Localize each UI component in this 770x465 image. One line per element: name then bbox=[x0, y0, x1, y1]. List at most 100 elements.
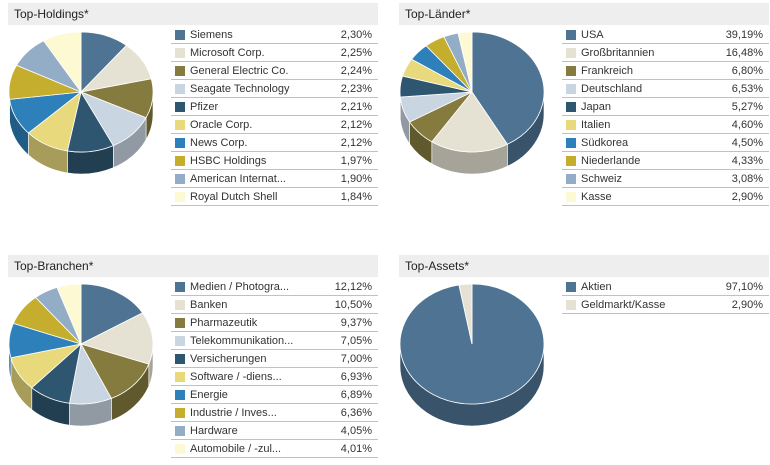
pie-top-layer bbox=[399, 31, 545, 153]
legend-label: Niederlande bbox=[581, 154, 641, 167]
legend-swatch bbox=[566, 155, 576, 166]
legend-value: 2,23% bbox=[340, 82, 372, 95]
legend-label: Software / -diens... bbox=[190, 370, 282, 383]
pie-chart-top-branchen bbox=[8, 283, 154, 427]
pie-slice bbox=[79, 312, 154, 365]
panel-top-holdings: Top-Holdings* Siemens 2,30% Microsoft Corp… bbox=[8, 3, 378, 218]
legend-item: American Internat... 1,90% bbox=[171, 170, 378, 188]
legend-item: Royal Dutch Shell 1,84% bbox=[171, 188, 378, 206]
legend-item: Italien 4,60% bbox=[562, 116, 769, 134]
legend-label: USA bbox=[581, 28, 604, 41]
legend-swatch bbox=[566, 281, 576, 292]
legend-label: Italien bbox=[581, 118, 611, 131]
legend-swatch bbox=[175, 389, 185, 400]
legend-item: General Electric Co. 2,24% bbox=[171, 62, 378, 80]
legend-swatch bbox=[175, 83, 185, 94]
legend-value: 97,10% bbox=[725, 280, 763, 293]
legend-value: 2,90% bbox=[731, 298, 763, 311]
legend-item: Seagate Technology 2,23% bbox=[171, 80, 378, 98]
legend-item: Siemens 2,30% bbox=[171, 26, 378, 44]
legend-value: 1,90% bbox=[340, 172, 372, 185]
legend-label: Banken bbox=[190, 298, 228, 311]
legend-swatch bbox=[566, 29, 576, 40]
legend-label: Pfizer bbox=[190, 100, 219, 113]
legend-top-holdings: Siemens 2,30% Microsoft Corp. 2,25% General … bbox=[171, 26, 378, 206]
legend-label: Versicherungen bbox=[190, 352, 267, 365]
legend-value: 7,00% bbox=[340, 352, 372, 365]
pie-chart-top-holdings bbox=[8, 31, 154, 175]
legend-item: Schweiz 3,08% bbox=[562, 170, 769, 188]
legend-label: Industrie / Inves... bbox=[190, 406, 277, 419]
legend-label: Royal Dutch Shell bbox=[190, 190, 278, 203]
legend-value: 3,08% bbox=[731, 172, 763, 185]
legend-swatch bbox=[175, 119, 185, 130]
legend-item: Microsoft Corp. 2,25% bbox=[171, 44, 378, 62]
pie-top-layer bbox=[8, 283, 154, 405]
legend-swatch bbox=[566, 47, 576, 58]
legend-item: Südkorea 4,50% bbox=[562, 134, 769, 152]
legend-swatch bbox=[175, 425, 185, 436]
pie-slice bbox=[458, 283, 473, 345]
legend-item: Frankreich 6,80% bbox=[562, 62, 769, 80]
pie-slice bbox=[80, 283, 144, 345]
legend-label: Großbritannien bbox=[581, 46, 655, 59]
legend-value: 12,12% bbox=[334, 280, 372, 293]
legend-value: 7,05% bbox=[340, 334, 372, 347]
legend-label: HSBC Holdings bbox=[190, 154, 267, 167]
legend-value: 6,36% bbox=[340, 406, 372, 419]
legend-top-assets: Aktien 97,10% Geldmarkt/Kasse 2,90% bbox=[562, 278, 769, 314]
legend-value: 1,84% bbox=[340, 190, 372, 203]
legend-label: News Corp. bbox=[190, 136, 248, 149]
panel-title: Top-Holdings* bbox=[8, 3, 378, 25]
legend-swatch bbox=[175, 299, 185, 310]
legend-label: Frankreich bbox=[581, 64, 633, 77]
pie-slice bbox=[43, 31, 82, 94]
legend-value: 2,12% bbox=[340, 118, 372, 131]
legend-item: News Corp. 2,12% bbox=[171, 134, 378, 152]
legend-value: 4,50% bbox=[731, 136, 763, 149]
legend-label: General Electric Co. bbox=[190, 64, 289, 77]
legend-value: 9,37% bbox=[340, 316, 372, 329]
legend-item: Oracle Corp. 2,12% bbox=[171, 116, 378, 134]
legend-value: 2,25% bbox=[340, 46, 372, 59]
legend-value: 10,50% bbox=[334, 298, 372, 311]
legend-value: 1,97% bbox=[340, 154, 372, 167]
legend-value: 39,19% bbox=[725, 28, 763, 41]
legend-label: Energie bbox=[190, 388, 228, 401]
legend-item: Aktien 97,10% bbox=[562, 278, 769, 296]
legend-value: 2,24% bbox=[340, 64, 372, 77]
legend-label: Pharmazeutik bbox=[190, 316, 258, 329]
legend-item: Niederlande 4,33% bbox=[562, 152, 769, 170]
pie-top-layer bbox=[8, 31, 154, 153]
legend-swatch bbox=[175, 29, 185, 40]
legend-value: 4,05% bbox=[340, 424, 372, 437]
legend-item: Energie 6,89% bbox=[171, 386, 378, 404]
legend-swatch bbox=[566, 83, 576, 94]
pie-slice bbox=[80, 343, 150, 399]
legend-swatch bbox=[175, 65, 185, 76]
legend-value: 2,21% bbox=[340, 100, 372, 113]
legend-item: Geldmarkt/Kasse 2,90% bbox=[562, 296, 769, 314]
panel-top-branchen: Top-Branchen* Medien / Photogra... 12,12%… bbox=[8, 255, 378, 465]
legend-label: Siemens bbox=[190, 28, 233, 41]
legend-item: USA 39,19% bbox=[562, 26, 769, 44]
legend-label: Medien / Photogra... bbox=[190, 280, 290, 293]
pie-top-layer bbox=[399, 283, 545, 405]
legend-swatch bbox=[566, 173, 576, 184]
legend-swatch bbox=[566, 299, 576, 310]
legend-label: Deutschland bbox=[581, 82, 643, 95]
legend-swatch bbox=[175, 155, 185, 166]
pie-slice bbox=[431, 91, 508, 153]
pie-slice bbox=[471, 31, 545, 145]
pie-slice bbox=[56, 283, 82, 345]
panel-top-laender: Top-Länder* USA 39,19% Großbritannien 16,48… bbox=[399, 3, 769, 218]
panel-title: Top-Assets* bbox=[399, 255, 769, 277]
legend-item: Automobile / -zul... 4,01% bbox=[171, 440, 378, 458]
panel-title: Top-Branchen* bbox=[8, 255, 378, 277]
legend-swatch bbox=[175, 47, 185, 58]
pie-chart-top-assets bbox=[399, 283, 545, 427]
legend-value: 2,30% bbox=[340, 28, 372, 41]
legend-item: Pfizer 2,21% bbox=[171, 98, 378, 116]
legend-top-laender: USA 39,19% Großbritannien 16,48% Frankreich 6… bbox=[562, 26, 769, 206]
legend-value: 6,80% bbox=[731, 64, 763, 77]
